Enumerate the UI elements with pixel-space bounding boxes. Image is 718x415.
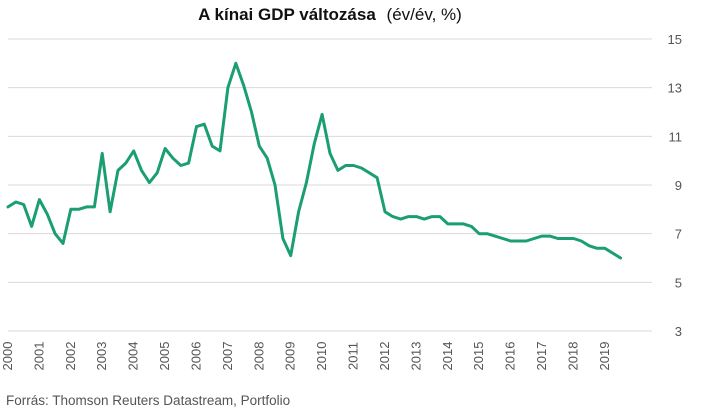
x-tick-label: 2014 [440, 342, 455, 371]
chart-title-main: A kínai GDP változása [198, 5, 376, 24]
y-tick-label: 15 [668, 32, 682, 47]
y-tick-label: 3 [675, 324, 682, 339]
y-tick-label: 7 [675, 227, 682, 242]
series-line-gdp [6, 61, 623, 260]
x-tick-label: 2010 [314, 342, 329, 371]
chart-unit-label: (év/év, %) [386, 5, 462, 24]
y-axis-ticks: 3 5 7 9 11 13 15 [668, 32, 682, 339]
y-tick-label: 5 [675, 275, 682, 290]
x-tick-label: 2006 [188, 342, 203, 371]
x-tick-label: 2013 [408, 342, 423, 371]
x-tick-label: 2004 [126, 342, 141, 371]
x-tick-label: 2019 [597, 342, 612, 371]
x-tick-label: 2001 [31, 342, 46, 371]
x-tick-label: 2003 [94, 342, 109, 371]
chart-title: A kínai GDP változása (év/év, %) [0, 5, 660, 25]
x-tick-label: 2012 [377, 342, 392, 371]
x-tick-label: 2017 [534, 342, 549, 371]
x-axis-ticks: 2000 2001 2002 2003 2004 2005 2006 2007 2008 2009… [0, 342, 612, 371]
x-tick-label: 2007 [220, 342, 235, 371]
x-tick-label: 2009 [283, 342, 298, 371]
x-tick-label: 2000 [0, 342, 15, 371]
grid-lines [8, 38, 652, 332]
source-note: Forrás: Thomson Reuters Datastream, Port… [6, 393, 291, 408]
y-tick-label: 11 [669, 129, 683, 144]
x-tick-label: 2015 [471, 342, 486, 371]
x-tick-label: 2002 [63, 342, 78, 371]
x-tick-label: 2011 [346, 342, 361, 370]
x-tick-label: 2005 [157, 342, 172, 371]
x-tick-label: 2008 [251, 342, 266, 371]
y-tick-label: 13 [668, 81, 682, 96]
x-tick-label: 2018 [565, 342, 580, 371]
x-tick-label: 2016 [503, 342, 518, 371]
y-tick-label: 9 [675, 178, 682, 193]
series-group [6, 61, 623, 260]
